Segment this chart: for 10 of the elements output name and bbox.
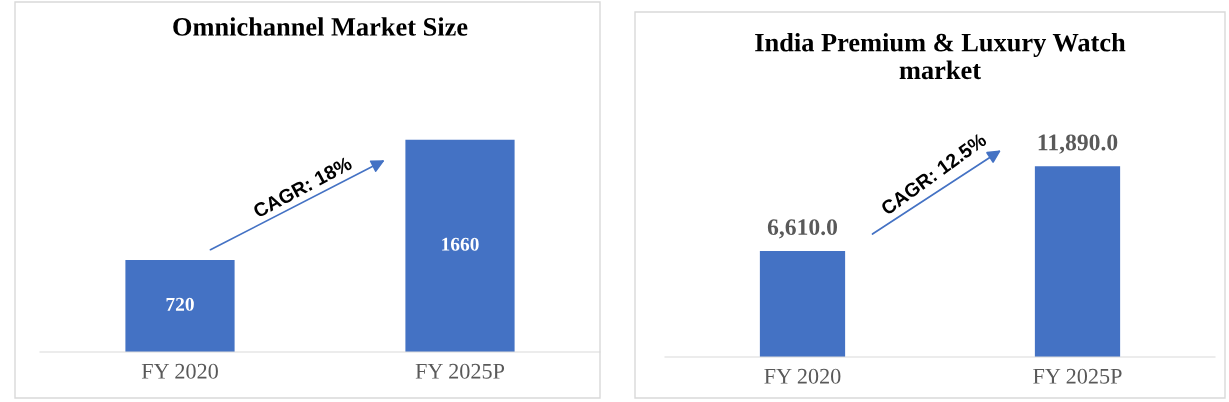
data-label: 1660 [442,237,479,251]
data-label: 11,890.0 [1038,134,1118,154]
data-label: 720 [166,297,194,311]
chart-title: India Premium & Luxury Watch market [755,32,1126,80]
chart-title: Omnichannel Market Size [173,17,468,36]
x-tick-label: FY 2020 [141,363,218,379]
data-label: 6,610.0 [767,219,838,239]
x-tick-label: FY 2025P [1033,368,1122,384]
x-tick-label: FY 2020 [764,368,841,384]
x-tick-label: FY 2025P [415,363,505,379]
